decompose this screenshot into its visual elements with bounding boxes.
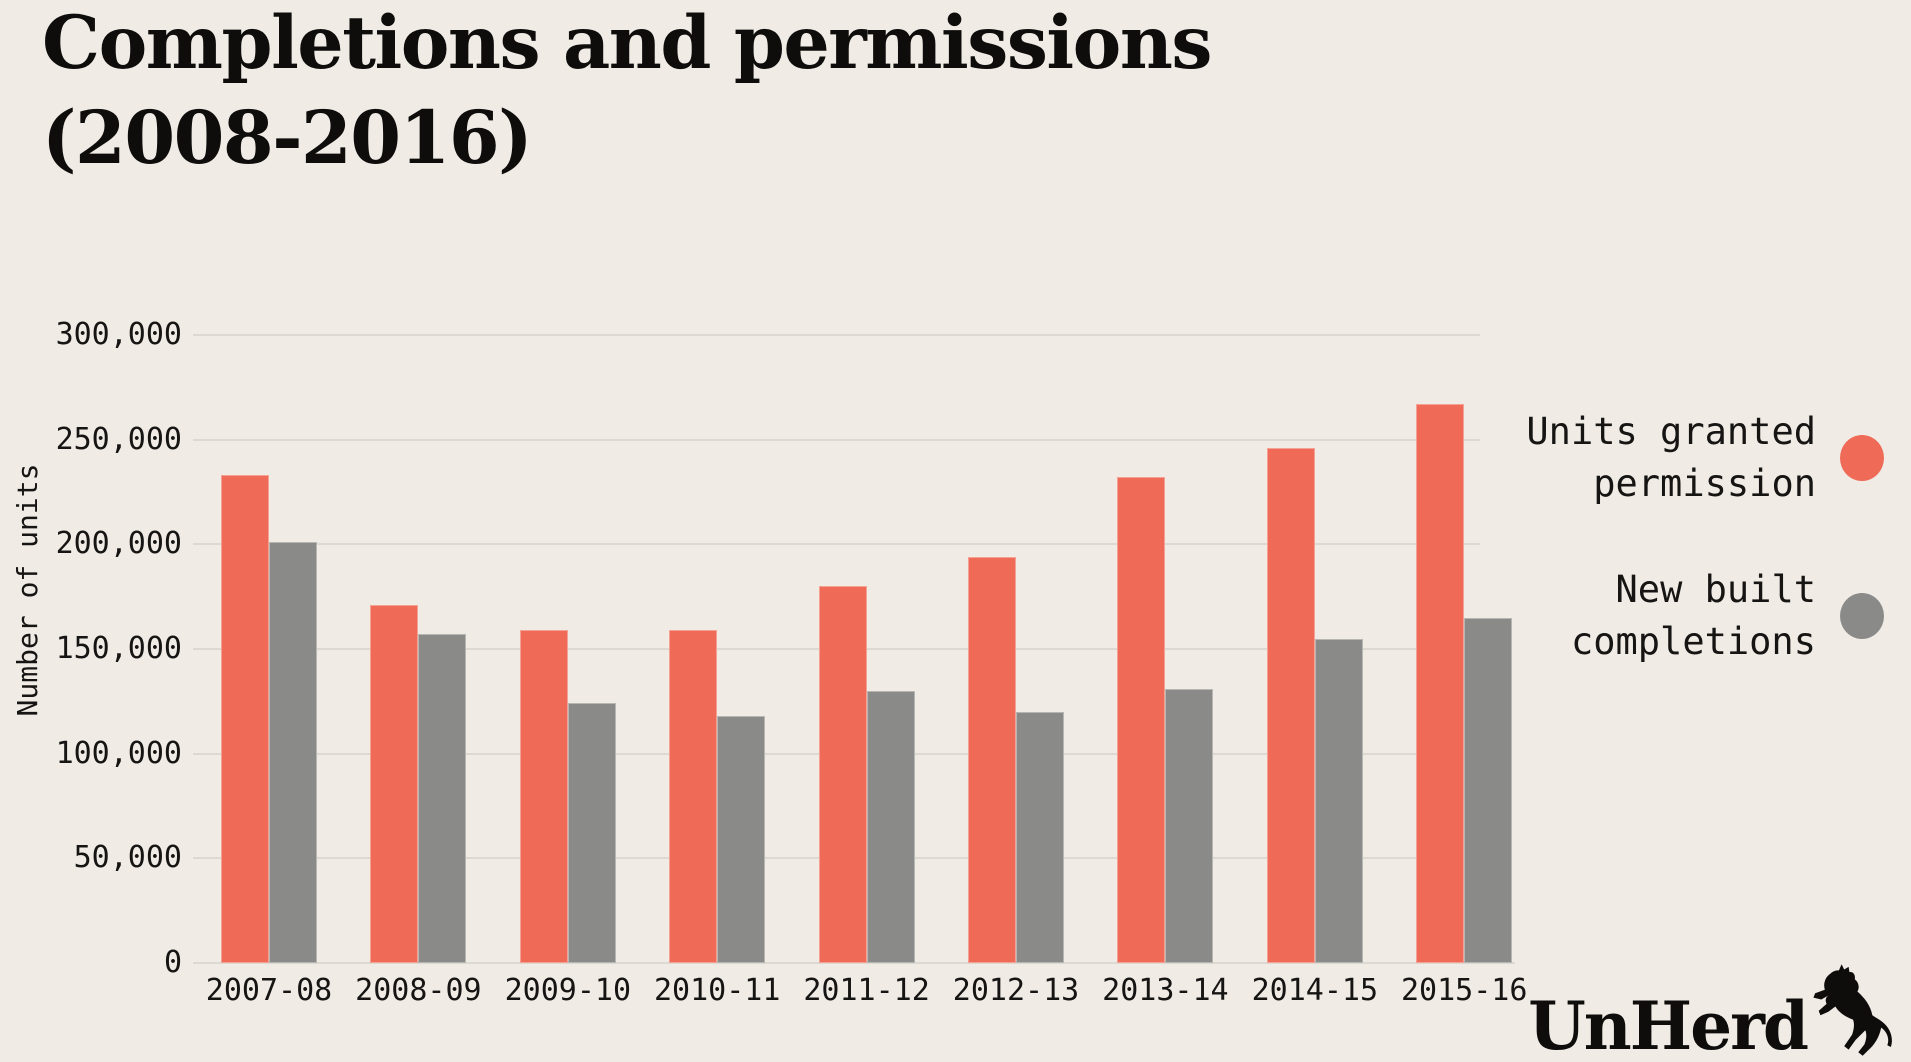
y-tick-label: 0 — [163, 945, 182, 980]
x-tick-label: 2007-08 — [205, 973, 333, 1008]
legend-dot-completions-icon — [1840, 593, 1884, 639]
x-tick-label: 2010-11 — [653, 973, 781, 1008]
bar-permissions-2013-14 — [1117, 477, 1166, 963]
rearing-cow-icon — [1813, 964, 1892, 1056]
legend-label-completions: New built completions — [1570, 568, 1816, 663]
legend-entry-completions: New built completions — [1516, 564, 1884, 668]
x-axis-baseline — [193, 962, 1515, 964]
x-tick-label: 2012-13 — [952, 973, 1080, 1008]
bar-permissions-2008-09 — [370, 605, 419, 963]
unherd-logo: UnHerd — [1528, 963, 1897, 1062]
bar-permissions-2011-12 — [818, 586, 867, 963]
bar-completions-2008-09 — [418, 634, 467, 963]
unherd-wordmark: UnHerd — [1528, 987, 1809, 1062]
y-tick-label: 250,000 — [55, 421, 182, 457]
bar-completions-2009-10 — [567, 703, 616, 963]
x-tick-label: 2014-15 — [1251, 973, 1379, 1008]
y-tick-label: 300,000 — [55, 317, 182, 352]
gridline — [193, 438, 1480, 441]
bar-completions-2012-13 — [1016, 711, 1064, 963]
bar-completions-2014-15 — [1314, 638, 1363, 963]
x-tick-label: 2013-14 — [1102, 973, 1229, 1008]
bar-permissions-2015-16 — [1416, 404, 1465, 963]
bar-completions-2015-16 — [1464, 617, 1513, 963]
bar-permissions-2009-10 — [519, 630, 568, 963]
legend-label-permissions: Units granted permission — [1526, 410, 1816, 505]
x-tick-label: 2011-12 — [803, 973, 930, 1008]
bar-permissions-2014-15 — [1266, 448, 1315, 963]
chart-title: Completions and permissions (2008-2016) — [42, 0, 1213, 186]
chart-title-line2: (2008-2016) — [42, 95, 533, 181]
bar-completions-2013-14 — [1165, 688, 1214, 963]
legend-dot-permissions-icon — [1840, 435, 1884, 481]
bar-permissions-2007-08 — [221, 475, 269, 963]
bar-completions-2010-11 — [717, 715, 766, 963]
gridline — [193, 334, 1480, 336]
y-tick-label: 100,000 — [55, 735, 182, 771]
y-tick-label: 50,000 — [73, 840, 182, 876]
y-tick-label: 200,000 — [55, 526, 182, 562]
gridline — [193, 543, 1480, 546]
bar-permissions-2012-13 — [968, 556, 1016, 963]
bar-completions-2007-08 — [269, 542, 317, 963]
x-tick-label: 2009-10 — [504, 973, 632, 1008]
chart-title-line1: Completions and permissions — [42, 0, 1213, 86]
bar-permissions-2010-11 — [669, 630, 718, 963]
legend-entry-permissions: Units granted permission — [1516, 406, 1884, 510]
bar-completions-2011-12 — [866, 690, 915, 963]
x-tick-label: 2008-09 — [355, 973, 482, 1008]
y-tick-label: 150,000 — [55, 631, 182, 666]
x-tick-label: 2015-16 — [1400, 973, 1528, 1008]
